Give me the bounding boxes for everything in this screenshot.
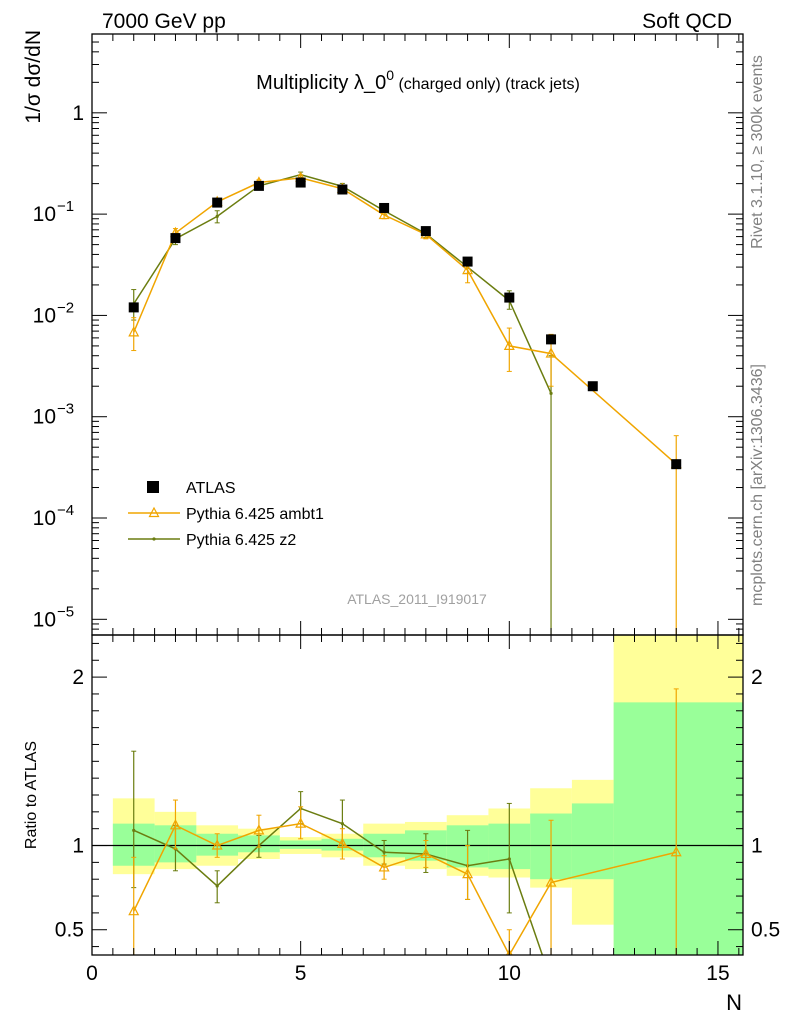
rivet-version-label: Rivet 3.1.10, ≥ 300k events (749, 55, 766, 249)
z2-ratio-point-6 (382, 850, 386, 854)
atlas-point-9 (504, 292, 515, 303)
x-axis-label: N (726, 990, 742, 1015)
legend-marker-atlas (147, 481, 159, 493)
y-tick-label-exponent: −1 (57, 198, 74, 215)
ambt1-point-6 (378, 208, 390, 220)
mcplots-label: mcplots.cern.ch [arXiv:1306.3436] (749, 364, 766, 606)
y-tick-label: 10 (33, 304, 56, 327)
y-tick-label-exponent: −2 (57, 299, 74, 316)
ratio-axis-label: Ratio to ATLAS (23, 741, 40, 849)
z2-ratio-point-9 (507, 857, 511, 861)
y-tick-label-exponent: −3 (57, 401, 74, 418)
ratio-stat-band-12 (613, 702, 743, 955)
y-tick-label: 10 (33, 406, 56, 429)
atlas-point-5 (337, 184, 348, 195)
legend-marker-2 (152, 537, 156, 541)
ambt1-ratio-point-5 (336, 837, 348, 848)
main-plot-area (128, 171, 682, 635)
header-energy-label: 7000 GeV pp (102, 10, 226, 33)
legend-label-1: Pythia 6.425 ambt1 (186, 506, 324, 523)
ambt1-ratio-point-9 (505, 948, 513, 955)
atlas-point-6 (379, 202, 390, 213)
z2-ratio-point-5 (340, 822, 344, 826)
atlas-point-3 (253, 180, 264, 191)
atlas-point-4 (295, 177, 306, 188)
y-tick-label: 1 (72, 102, 84, 125)
ratio-stat-band-11 (571, 803, 614, 880)
ratio-tick-label-right: 1 (751, 835, 763, 858)
y-tick-label: 10 (33, 203, 56, 226)
ratio-tick-label-left: 2 (72, 666, 84, 689)
ambt1-point-10 (545, 347, 557, 358)
x-tick-label: 10 (498, 962, 521, 985)
x-tick-label: 15 (706, 962, 729, 985)
z2-point-2 (215, 214, 219, 218)
analysis-watermark: ATLAS_2011_I919017 (347, 591, 487, 607)
z2-ratio-point-10 (549, 979, 552, 982)
chart-title-superscript: 0 (386, 67, 394, 83)
ambt1-ratio-point-2 (211, 839, 223, 850)
atlas-point-1 (170, 233, 181, 244)
ambt1-point-9 (503, 339, 515, 351)
chart-title-subtitle: (charged only) (track jets) (394, 76, 580, 93)
chart-title: Multiplicity λ_00 (charged only) (track … (256, 67, 580, 94)
ambt1-ratio-line (133, 822, 677, 955)
ambt1-point-0 (128, 326, 140, 337)
atlas-point-2 (212, 197, 223, 208)
ratio-tick-label-right: 0.5 (751, 919, 780, 942)
y-tick-label: 10 (33, 507, 56, 530)
atlas-point-11 (587, 381, 598, 392)
ambt1-ratio-point-1 (169, 819, 181, 830)
y-tick-label-exponent: −5 (57, 603, 74, 620)
ambt1-ratio-point-4 (295, 817, 307, 828)
ratio-plot-area (128, 688, 682, 982)
y-axis-label: 1/σ dσ/dN (22, 30, 45, 124)
ambt1-ratio-point-10 (545, 876, 557, 887)
z2-point-10 (549, 391, 553, 395)
y-tick-label-exponent: −4 (57, 502, 74, 519)
ambt1-ratio-point-6 (378, 861, 390, 872)
y-tick-label: 10 (33, 608, 56, 631)
legend-label-0: ATLAS (186, 480, 236, 497)
ratio-tick-label-left: 1 (72, 835, 84, 858)
atlas-point-10 (546, 334, 557, 345)
legend-marker-1 (148, 506, 160, 518)
z2-ratio-point-0 (132, 828, 136, 832)
ratio-tick-label-right: 2 (751, 666, 763, 689)
ambt1-ratio-point-0 (128, 904, 140, 916)
ambt1-line (133, 177, 677, 465)
z2-line (133, 173, 552, 394)
atlas-point-12 (671, 459, 682, 470)
atlas-point-8 (462, 256, 473, 267)
ambt1-ratio-point-8 (462, 867, 474, 879)
ambt1-ratio-point-11 (670, 845, 682, 857)
legend-label-2: Pythia 6.425 z2 (186, 532, 296, 549)
x-tick-label: 5 (295, 962, 307, 985)
ratio-stat-band-4 (279, 840, 322, 849)
header-process-label: Soft QCD (642, 10, 732, 33)
ambt1-point-8 (462, 263, 474, 275)
x-tick-label: 0 (86, 962, 98, 985)
ambt1-ratio-point-3 (253, 824, 265, 835)
z2-ratio-point-2 (215, 884, 219, 888)
chart-title-main: Multiplicity λ_0 (256, 72, 386, 94)
ambt1-ratio-point-7 (420, 847, 432, 859)
atlas-point-7 (420, 226, 431, 237)
atlas-point-0 (128, 302, 139, 313)
ratio-tick-label-left: 0.5 (55, 919, 84, 942)
